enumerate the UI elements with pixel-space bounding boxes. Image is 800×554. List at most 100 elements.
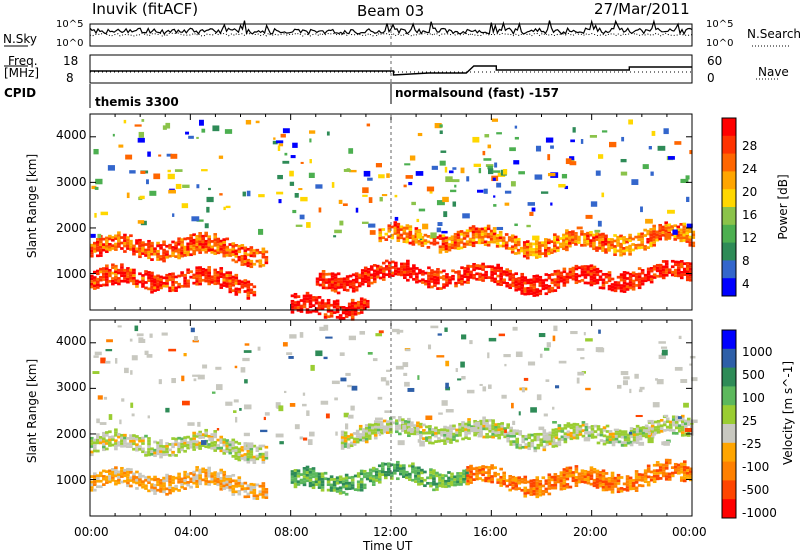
heatmap-cell — [546, 342, 551, 348]
heatmap-cell — [308, 476, 313, 479]
heatmap-cell — [359, 472, 364, 476]
heatmap-cell — [580, 477, 585, 481]
heatmap-cell — [162, 479, 166, 483]
heatmap-cell — [532, 277, 537, 281]
heatmap-cell — [344, 492, 349, 496]
heatmap-cell — [129, 271, 133, 275]
heatmap-cell — [688, 241, 693, 244]
heatmap-cell — [673, 268, 678, 272]
heatmap-cell — [583, 281, 588, 285]
heatmap-cell — [378, 265, 383, 269]
heatmap-cell — [535, 274, 540, 278]
velocity-colorbar-label: Velocity [m s^-1] — [781, 360, 795, 466]
heatmap-cell — [364, 429, 369, 433]
heatmap-cell — [620, 441, 625, 444]
heatmap-cell — [481, 473, 485, 477]
heatmap-cell — [500, 427, 504, 431]
heatmap-cell — [264, 261, 269, 265]
heatmap-cell — [165, 250, 169, 254]
heatmap-cell — [576, 377, 580, 384]
heatmap-cell — [448, 276, 452, 279]
heatmap-cell — [427, 274, 431, 278]
heatmap-cell — [118, 144, 124, 148]
heatmap-cell — [299, 481, 304, 485]
heatmap-cell — [162, 447, 166, 451]
heatmap-cell — [475, 466, 479, 470]
heatmap-cell — [667, 461, 672, 465]
heatmap-cell — [311, 296, 316, 299]
heatmap-cell — [423, 242, 428, 245]
heatmap-cell — [180, 254, 184, 258]
heatmap-cell — [536, 438, 541, 442]
heatmap-cell — [510, 245, 515, 249]
heatmap-cell — [607, 240, 611, 244]
heatmap-cell — [550, 475, 555, 479]
heatmap-cell — [640, 478, 645, 482]
heatmap-cell — [126, 192, 130, 199]
heatmap-cell — [237, 247, 242, 251]
heatmap-cell — [314, 309, 319, 313]
heatmap-cell — [234, 290, 239, 294]
heatmap-cell — [129, 248, 133, 251]
heatmap-cell — [682, 273, 687, 276]
heatmap-cell — [625, 271, 630, 275]
heatmap-cell — [465, 234, 470, 238]
heatmap-cell — [362, 306, 367, 310]
heatmap-cell — [472, 265, 476, 269]
heatmap-cell — [601, 483, 606, 486]
heatmap-cell — [682, 236, 687, 240]
heatmap-cell — [130, 402, 134, 408]
heatmap-cell — [661, 231, 666, 234]
heatmap-cell — [411, 201, 416, 206]
heatmap-cell — [532, 280, 537, 284]
heatmap-cell — [556, 280, 561, 284]
heatmap-cell — [183, 473, 187, 477]
heatmap-cell — [481, 268, 485, 271]
heatmap-cell — [228, 251, 233, 255]
heatmap-cell — [240, 263, 245, 266]
heatmap-cell — [343, 434, 348, 437]
heatmap-cell — [456, 483, 460, 486]
heatmap-cell — [442, 269, 446, 273]
heatmap-cell — [502, 169, 508, 175]
heatmap-cell — [171, 251, 175, 255]
heatmap-cell — [330, 283, 335, 287]
heatmap-cell — [613, 485, 618, 488]
heatmap-cell — [622, 247, 626, 250]
heatmap-cell — [535, 290, 540, 294]
heatmap-cell — [117, 432, 121, 436]
heatmap-cell — [96, 248, 100, 252]
heatmap-cell — [429, 481, 433, 485]
heatmap-cell — [456, 472, 460, 475]
heatmap-cell — [467, 429, 471, 432]
heatmap-cell — [126, 247, 130, 250]
heatmap-cell — [540, 241, 545, 245]
heatmap-cell — [393, 221, 398, 224]
heatmap-cell — [688, 475, 693, 479]
heatmap-cell — [553, 270, 558, 273]
power-ytick: 3000 — [56, 175, 87, 189]
heatmap-cell — [162, 243, 166, 246]
heatmap-cell — [658, 232, 662, 235]
heatmap-cell — [102, 475, 106, 478]
heatmap-cell — [499, 266, 503, 270]
heatmap-cell — [308, 468, 313, 471]
heatmap-cell — [225, 480, 230, 484]
heatmap-cell — [592, 247, 596, 251]
heatmap-cell — [670, 471, 675, 475]
heatmap-cell — [436, 227, 442, 233]
heatmap-cell — [589, 474, 594, 478]
heatmap-cell — [655, 378, 658, 381]
heatmap-cell — [682, 463, 687, 466]
heatmap-cell — [206, 196, 214, 203]
heatmap-cell — [637, 278, 642, 281]
heatmap-cell — [427, 285, 431, 289]
heatmap-cell — [592, 282, 597, 285]
heatmap-cell — [658, 266, 663, 270]
heatmap-cell — [129, 468, 133, 471]
heatmap-cell — [331, 182, 335, 188]
heatmap-cell — [565, 280, 570, 284]
heatmap-cell — [516, 248, 521, 252]
heatmap-cell — [343, 445, 348, 448]
heatmap-cell — [308, 294, 313, 298]
